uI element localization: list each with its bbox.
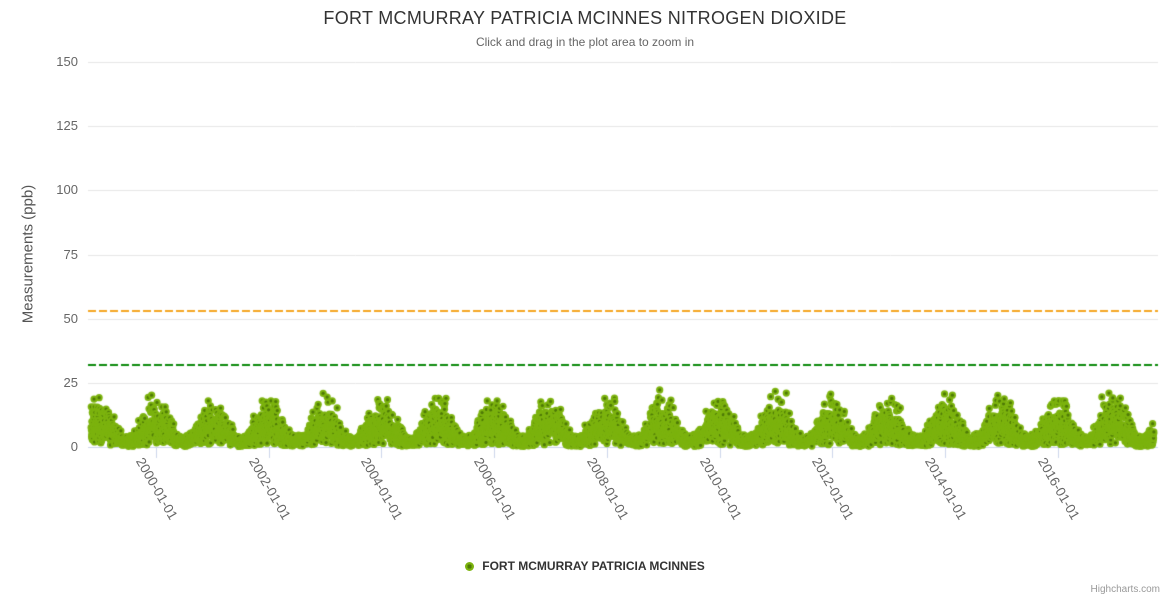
y-tick-label: 25 [63, 374, 78, 390]
legend-item[interactable]: FORT MCMURRAY PATRICIA MCINNES [0, 559, 1170, 573]
y-tick-label: 150 [56, 54, 78, 69]
y-tick-label: 50 [63, 310, 78, 326]
y-tick-label: 125 [56, 118, 78, 134]
highcharts-credit-link[interactable]: Highcharts.com [1090, 584, 1160, 595]
y-tick-label: 75 [63, 246, 78, 262]
series-marker-icon [465, 561, 475, 571]
y-tick-label: 100 [56, 182, 78, 198]
y-axis-title: Measurements (ppb) [19, 184, 37, 324]
legend-label: FORT MCMURRAY PATRICIA MCINNES [482, 559, 705, 573]
y-tick-label: 0 [70, 439, 78, 454]
